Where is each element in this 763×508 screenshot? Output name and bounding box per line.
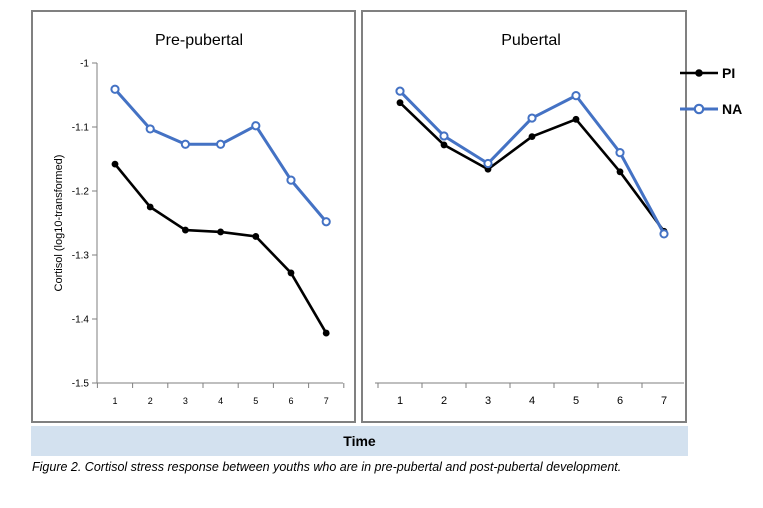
x-tick-label: 3 — [183, 396, 188, 406]
y-axis-title: Cortisol (log10-transformed) — [53, 155, 65, 292]
data-point-na — [571, 91, 581, 101]
data-point-pi — [252, 233, 260, 240]
x-tick-label: 6 — [617, 395, 623, 407]
data-point-na — [216, 139, 226, 149]
legend-label-na: NA — [722, 101, 742, 117]
legend-marker-pi — [695, 69, 703, 77]
x-tick-label: 7 — [661, 395, 667, 407]
panel-title: Pre-pubertal — [155, 32, 243, 49]
data-point-na — [439, 131, 449, 141]
data-point-pi — [572, 115, 580, 123]
data-point-na — [395, 86, 405, 96]
data-point-na — [527, 113, 537, 123]
y-tick-label: -1.2 — [72, 187, 90, 198]
y-tick-label: -1.1 — [72, 123, 90, 134]
x-tick-label: 7 — [324, 396, 329, 406]
panel-title: Pubertal — [501, 32, 561, 49]
x-tick-label: 6 — [288, 396, 293, 406]
data-point-na — [659, 229, 669, 239]
x-tick-label: 4 — [529, 395, 535, 407]
data-point-pi — [146, 203, 154, 211]
x-tick-label: 5 — [573, 395, 579, 407]
data-point-pi — [396, 99, 404, 107]
legend-label-pi: PI — [722, 65, 735, 81]
x-tick-label: 5 — [253, 396, 258, 406]
series-line-pi — [113, 163, 328, 334]
data-point-pi — [287, 269, 295, 277]
data-point-na — [286, 175, 296, 185]
x-tick-label: 1 — [397, 395, 403, 407]
y-tick-label: -1.5 — [72, 379, 90, 390]
x-tick-label: 3 — [485, 395, 491, 407]
panel-frame-pubertal — [361, 10, 687, 423]
data-point-pi — [111, 160, 119, 168]
data-point-pi — [217, 228, 225, 236]
data-point-na — [321, 217, 331, 227]
data-point-na — [483, 158, 493, 169]
x-tick-label: 1 — [112, 396, 117, 406]
data-point-na — [110, 84, 120, 94]
figure-caption: Figure 2. Cortisol stress response betwe… — [32, 460, 622, 474]
data-point-na — [615, 148, 625, 158]
x-axis-title: Time — [343, 433, 376, 449]
data-point-pi — [322, 329, 330, 337]
x-tick-label: 4 — [218, 396, 223, 406]
x-tick-label: 2 — [148, 396, 153, 406]
data-point-pi — [616, 168, 624, 176]
y-tick-label: -1.4 — [72, 315, 90, 326]
data-point-na — [180, 139, 190, 149]
y-tick-label: -1.3 — [72, 251, 90, 262]
x-tick-label: 2 — [441, 395, 447, 407]
data-point-pi — [182, 226, 189, 234]
x-axis-title-band: Time — [31, 426, 688, 456]
y-tick-label: -1 — [80, 59, 89, 70]
legend-marker-na — [693, 103, 705, 115]
panel-frame-pre-pubertal — [31, 10, 356, 423]
data-point-pi — [528, 133, 536, 141]
data-point-na — [251, 121, 261, 131]
data-point-pi — [440, 141, 448, 149]
data-point-na — [145, 124, 155, 134]
series-line-na — [398, 90, 666, 235]
